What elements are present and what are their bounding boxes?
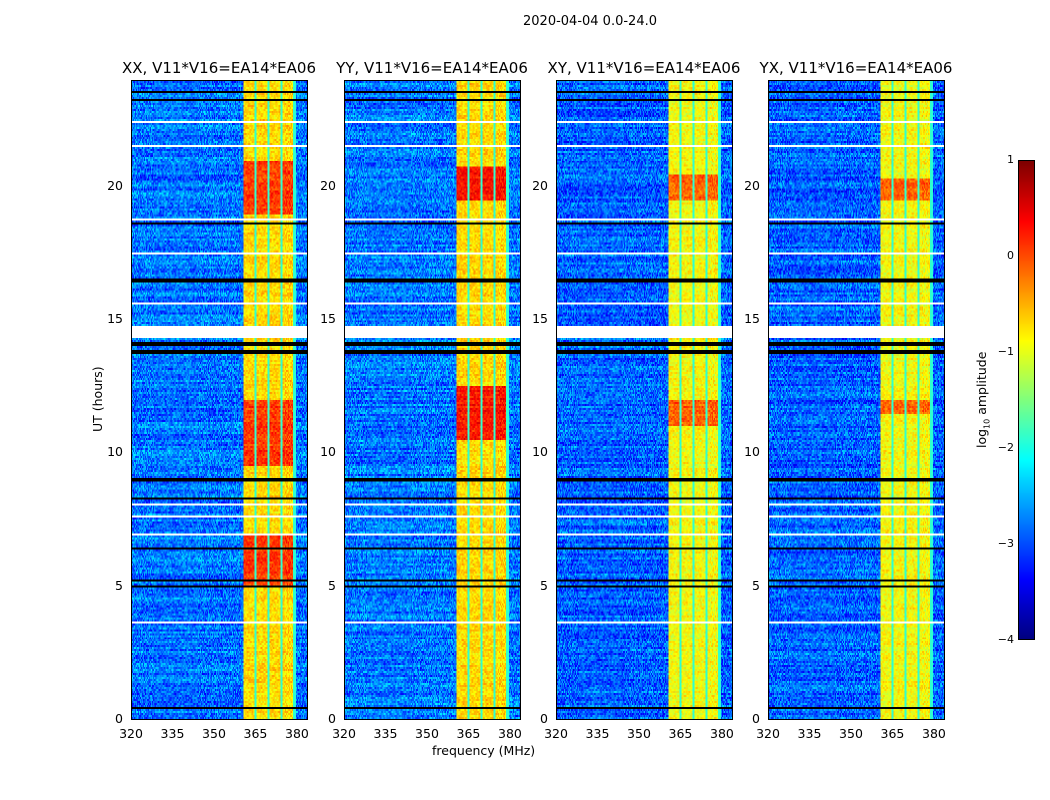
colorbar-label-main: log [974, 428, 989, 448]
colorbar-tick-label: −4 [997, 633, 1014, 646]
y-tick-label: 15 [107, 311, 123, 326]
y-tick-label: 0 [752, 711, 760, 726]
x-tick-label: 380 [285, 726, 309, 741]
x-tick-label: 350 [202, 726, 226, 741]
x-tick-label: 350 [839, 726, 863, 741]
y-tick-label: 15 [320, 311, 336, 326]
x-tick-label: 365 [243, 726, 268, 741]
colorbar [1018, 160, 1035, 640]
colorbar-label-sub: 10 [982, 418, 992, 429]
x-tick-label: 380 [498, 726, 522, 741]
colorbar-tick-label: 1 [1007, 153, 1014, 166]
x-axis-label: frequency (MHz) [432, 743, 536, 758]
colorbar-label-rest: amplitude [974, 351, 989, 419]
y-tick-label: 5 [540, 577, 548, 593]
x-tick-label: 365 [880, 726, 905, 741]
x-tick-label: 380 [710, 726, 734, 741]
y-tick-label: 10 [744, 444, 760, 460]
colorbar-tick-label: −2 [997, 441, 1014, 454]
spectrogram-panel [131, 80, 308, 720]
x-tick-label: 365 [668, 726, 693, 741]
heatmap-cells [557, 81, 732, 719]
panel-title: XX, V11*V16=EA14*EA06 [121, 59, 316, 77]
y-tick-label: 20 [107, 177, 123, 193]
x-tick-label: 380 [922, 726, 946, 741]
panel-title: YY, V11*V16=EA14*EA06 [336, 59, 528, 77]
y-tick-label: 0 [115, 711, 123, 726]
heatmap-cells [769, 81, 944, 719]
x-tick-label: 320 [332, 726, 356, 741]
x-tick-label: 365 [456, 726, 481, 741]
y-tick-label: 0 [540, 711, 548, 726]
colorbar-tick-label: −1 [997, 345, 1014, 358]
y-tick-label: 5 [752, 577, 760, 593]
y-tick-label: 0 [328, 711, 336, 726]
y-tick-label: 5 [115, 577, 123, 593]
heatmap-cells [345, 81, 520, 719]
panel-title: XY, V11*V16=EA14*EA06 [547, 59, 741, 77]
y-tick-label: 20 [744, 177, 760, 193]
heatmap-cells [132, 81, 307, 719]
y-axis-label: UT (hours) [90, 366, 105, 432]
x-tick-label: 335 [585, 726, 610, 741]
x-tick-label: 335 [373, 726, 398, 741]
panel-title: YX, V11*V16=EA14*EA06 [759, 59, 953, 77]
y-tick-label: 20 [532, 177, 548, 193]
x-tick-label: 350 [415, 726, 439, 741]
x-tick-label: 350 [627, 726, 651, 741]
x-tick-label: 335 [797, 726, 822, 741]
spectrogram-panel [344, 80, 521, 720]
colorbar-label: log10 amplitude [974, 352, 992, 448]
y-tick-label: 5 [328, 577, 336, 593]
y-tick-label: 10 [107, 444, 123, 460]
y-tick-label: 20 [320, 177, 336, 193]
figure-title: 2020-04-04 0.0-24.0 [523, 14, 657, 29]
y-tick-label: 10 [320, 444, 336, 460]
colorbar-tick-label: 0 [1007, 249, 1014, 262]
y-tick-label: 15 [532, 311, 548, 326]
x-tick-label: 320 [119, 726, 143, 741]
y-tick-label: 15 [744, 311, 760, 326]
x-tick-label: 335 [160, 726, 185, 741]
colorbar-tick-label: −3 [997, 537, 1014, 550]
x-tick-label: 320 [544, 726, 568, 741]
colorbar-gradient [1019, 161, 1034, 639]
x-tick-label: 320 [756, 726, 780, 741]
spectrogram-panel [768, 80, 945, 720]
y-tick-label: 10 [532, 444, 548, 460]
spectrogram-panel [556, 80, 733, 720]
